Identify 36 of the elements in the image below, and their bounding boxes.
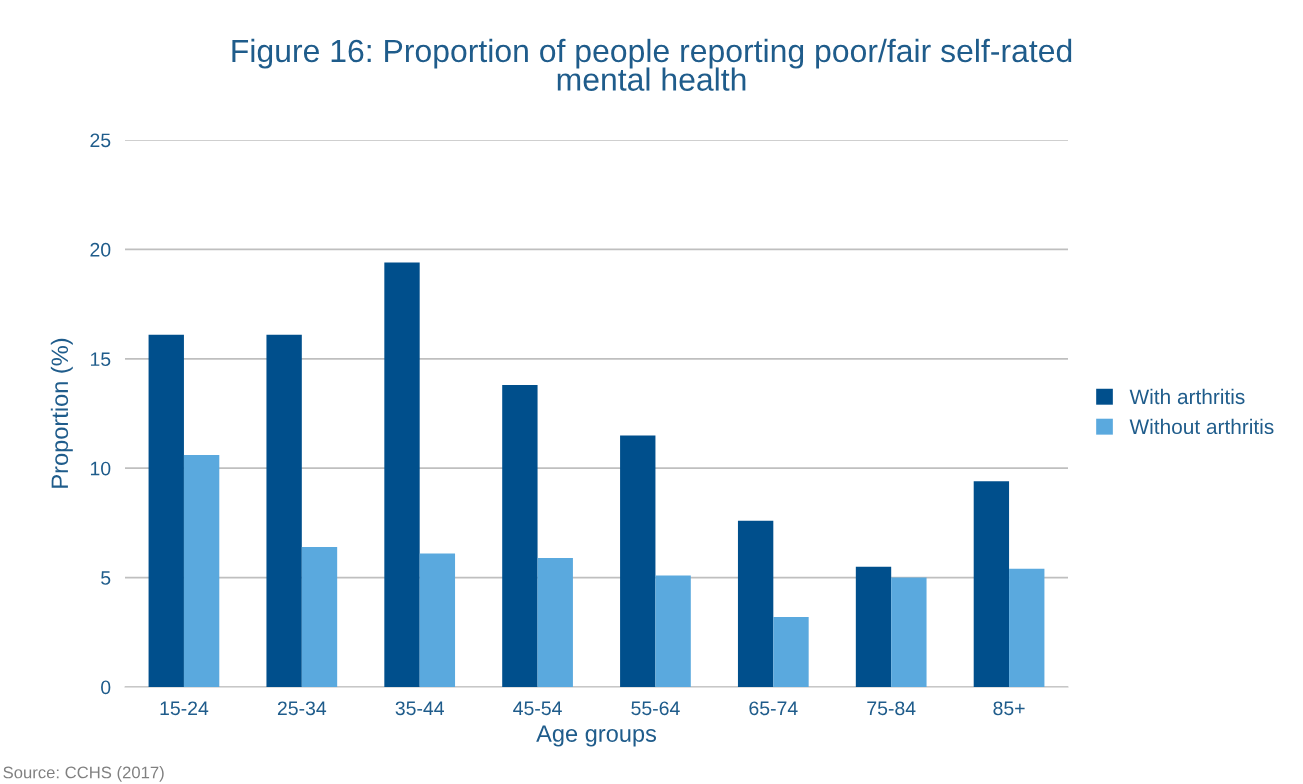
bar (266, 334, 302, 687)
x-tick-label: 65-74 (749, 701, 798, 716)
bar (773, 616, 809, 687)
bar (183, 455, 220, 687)
bar (973, 481, 1010, 687)
bar (148, 334, 184, 687)
x-tick-label: 85+ (993, 701, 1025, 716)
bar (737, 520, 774, 687)
bar (384, 262, 420, 687)
bar (301, 546, 338, 687)
x-tick-label: 45-54 (513, 701, 562, 716)
y-tick-label: 0 (101, 680, 111, 695)
y-tick-label: 20 (90, 242, 111, 257)
y-tick-label: 15 (90, 352, 111, 367)
x-tick-label: 75-84 (867, 701, 916, 716)
y-tick-label: 5 (101, 571, 111, 585)
bar (1009, 568, 1045, 687)
x-tick-label: 15-24 (160, 701, 209, 716)
legend-label: With arthritis (1129, 388, 1245, 405)
bar (502, 385, 538, 687)
bar (419, 553, 456, 687)
y-axis-title: Proportion (%) (50, 338, 73, 488)
chart-title: Figure 16: Proportion of people reporting poor/fair self-rated mental health (232, 38, 1072, 91)
bar (855, 566, 892, 687)
x-tick-label: 55-64 (631, 701, 680, 716)
bar (537, 557, 573, 687)
y-tick-label: 25 (90, 133, 111, 148)
source-note: Source: CCHS (2017) (3, 766, 164, 782)
bar (620, 435, 656, 687)
legend-label: Without arthritis (1129, 418, 1274, 435)
x-axis-title: Age groups (536, 725, 657, 747)
bar (891, 577, 927, 687)
y-tick-label: 10 (90, 461, 111, 476)
bar (655, 575, 691, 687)
x-tick-label: 25-34 (277, 701, 327, 716)
x-tick-label: 35-44 (395, 701, 444, 716)
